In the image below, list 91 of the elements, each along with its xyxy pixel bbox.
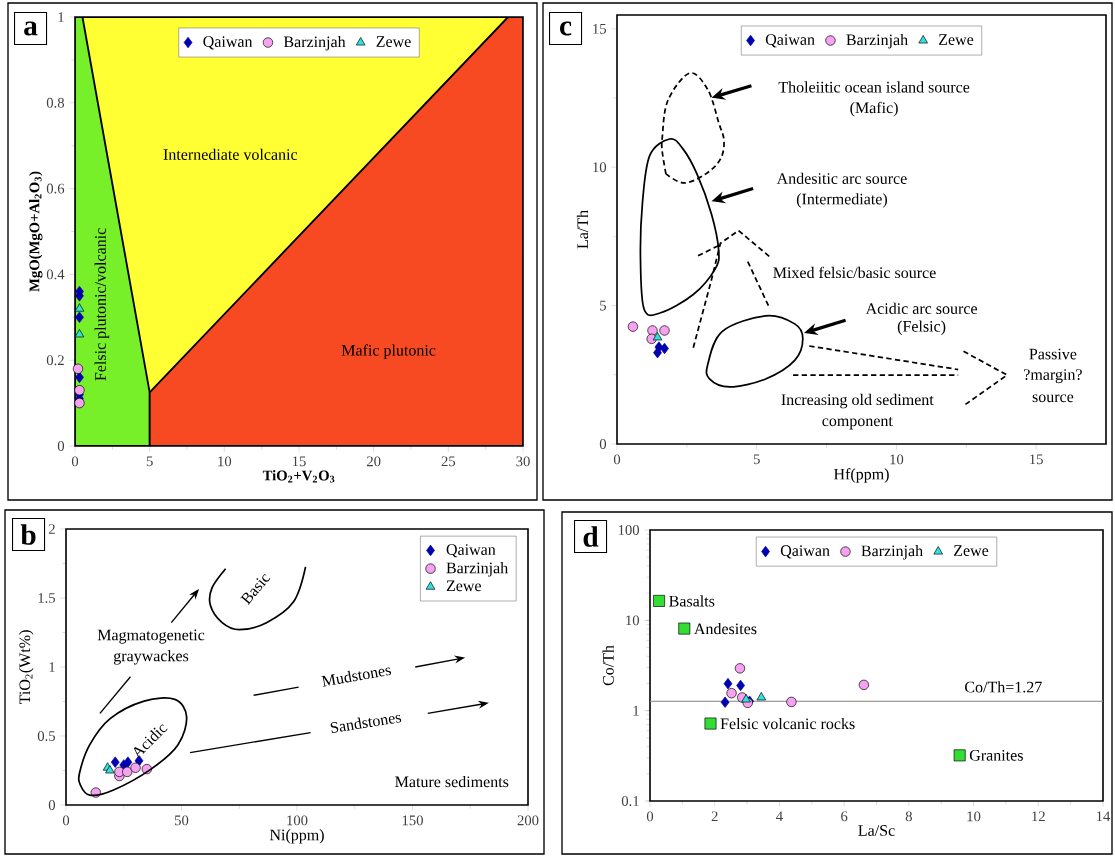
y-tick-label: 0: [48, 800, 56, 810]
x-tick-label: 150: [402, 815, 423, 826]
x-tick-label: 100: [287, 815, 308, 826]
annotation: Increasing old sediment: [781, 393, 934, 409]
annotation: Basalts: [669, 595, 715, 607]
legend-label: Zewe: [939, 34, 974, 45]
y-tick-label: 10: [626, 615, 640, 626]
x-tick-label: 0: [613, 454, 621, 465]
annotation: Andesites: [694, 622, 757, 635]
y-tick-label: 10: [593, 162, 607, 173]
annotation: Tholeiitic ocean island source: [778, 81, 970, 93]
annotation: Felsic volcanic rocks: [720, 717, 855, 730]
annotation: component: [822, 417, 893, 430]
x-tick-label: 14: [1096, 811, 1111, 822]
y-tick-label: 2: [48, 524, 55, 534]
y-tick-label: 0.6: [46, 183, 65, 194]
annotation: Mafic plutonic: [341, 344, 436, 359]
annotation: (Mafic): [850, 101, 898, 117]
y-tick-label: 0: [57, 441, 65, 451]
y-tick-label: 1: [58, 12, 64, 22]
y-tick-label: 1: [633, 705, 639, 716]
y-tick-label: 0.2: [46, 355, 64, 366]
chart-title: c: [560, 21, 572, 36]
y-tick-label: 0.1: [621, 796, 639, 806]
x-tick-label: 15: [1030, 454, 1043, 465]
legend-label: Zewe: [376, 36, 411, 47]
annotation: (Intermediate): [796, 193, 887, 208]
x-tick-label: 10: [967, 811, 981, 822]
annotation: Mixed felsic/basic source: [773, 266, 936, 279]
annotation: Mudstones: [321, 667, 392, 687]
x-tick-label: 12: [1032, 811, 1045, 822]
legend-label: Zewe: [954, 545, 989, 556]
x-tick-label: 2: [711, 811, 718, 822]
annotation: Magmatogenetic: [97, 629, 205, 644]
annotation: source: [1032, 394, 1074, 403]
annotation: (Felsic): [897, 320, 946, 335]
y-tick-label: 1: [49, 662, 55, 672]
legend-label: Barzinjah: [446, 562, 508, 577]
x-axis-title: La/Sc: [858, 825, 895, 836]
annotation: Acidic arc source: [865, 302, 977, 314]
legend-label: Barzinjah: [861, 545, 923, 560]
x-tick-label: 10: [218, 456, 232, 467]
y-tick-label: 0.5: [37, 731, 56, 741]
legend-label: Barzinjah: [283, 35, 346, 51]
x-tick-label: 200: [517, 815, 539, 826]
y-tick-label: 100: [618, 525, 640, 535]
y-tick-label: 15: [593, 23, 607, 34]
x-tick-label: 25: [441, 456, 456, 467]
x-tick-label: 20: [366, 456, 381, 467]
x-axis-title: Hf(ppm): [833, 468, 889, 483]
annotation: Internediate volcanic: [163, 148, 298, 160]
y-axis-title: La/Th: [576, 210, 589, 249]
legend-label: Qaiwan: [446, 544, 496, 558]
y-tick-label: 0: [599, 439, 607, 449]
x-tick-label: 0: [646, 811, 654, 822]
annotation: Sandstones: [330, 714, 402, 733]
y-tick-label: 5: [600, 300, 607, 311]
annotation: ?margin?: [1024, 369, 1082, 384]
chart-title: a: [24, 21, 38, 36]
y-tick-label: 1.5: [38, 593, 56, 603]
x-tick-label: 5: [753, 454, 760, 465]
y-axis-title: TiO$_{2}$(Wt%): [18, 630, 34, 705]
annotation: Felsic plutonic/volcanic: [94, 228, 110, 381]
annotation: Granites: [969, 749, 1023, 761]
x-tick-label: 30: [516, 456, 530, 467]
y-tick-label: 0.8: [46, 97, 65, 108]
y-axis-title: MgO(MgO+Al$_{2}$O$_{3}$): [29, 171, 43, 292]
annotation: Mature sediments: [395, 775, 509, 788]
annotation: graywackes: [113, 650, 189, 665]
x-tick-label: 5: [146, 456, 153, 467]
y-axis-title: Co/Th: [602, 645, 614, 686]
x-tick-label: 50: [175, 815, 189, 826]
x-axis-title: TiO$_{2}$+V$_{2}$O$_{3}$: [262, 470, 335, 483]
x-tick-label: 10: [890, 454, 904, 465]
legend-label: Qaiwan: [765, 34, 815, 48]
chart-title: d: [583, 526, 599, 547]
x-axis-title: Ni(ppm): [269, 829, 324, 844]
x-tick-label: 15: [292, 456, 306, 467]
x-tick-label: 4: [776, 811, 783, 822]
legend-label: Zewe: [446, 580, 481, 592]
annotation: Passive: [1029, 348, 1077, 360]
chart-title: b: [20, 524, 36, 545]
x-tick-label: 6: [841, 811, 848, 822]
x-tick-label: 0: [71, 456, 79, 467]
ref-line-label: Co/Th=1.27: [965, 681, 1042, 693]
legend-label: Qaiwan: [780, 545, 830, 559]
legend-label: Qaiwan: [203, 36, 253, 50]
annotation: Andesitic arc source: [776, 172, 907, 184]
x-tick-label: 8: [905, 811, 912, 822]
y-tick-label: 0.4: [46, 269, 65, 280]
legend-label: Barzinjah: [846, 33, 908, 49]
